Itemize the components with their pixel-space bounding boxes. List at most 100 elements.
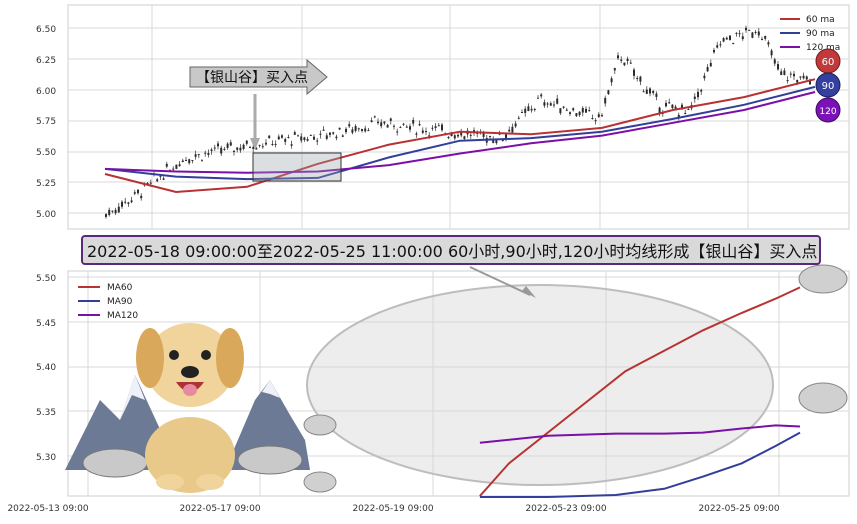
candle-body	[351, 129, 354, 133]
legend-label-ma90: MA90	[107, 297, 133, 307]
candle-body	[418, 123, 421, 126]
silver-ingot-icon	[82, 448, 148, 478]
candle-body	[601, 115, 603, 117]
candle-body	[156, 179, 159, 182]
top-grid	[68, 5, 849, 229]
candle-body	[610, 78, 613, 83]
candle-body	[293, 132, 296, 135]
candle-body	[556, 98, 559, 104]
top-legend: 60 ma 90 ma 120 ma	[780, 15, 840, 53]
candle-body	[252, 147, 255, 149]
candle-body	[569, 112, 571, 115]
candle-body	[652, 91, 655, 93]
top-y-tick: 5.75	[36, 117, 56, 127]
candle-body	[674, 106, 677, 109]
dog-paw-icon	[196, 474, 224, 490]
badge-90-label: 90	[822, 81, 835, 92]
candle-body	[645, 89, 648, 94]
candle-body	[373, 116, 376, 118]
candle-body	[265, 142, 267, 145]
candle-body	[501, 139, 504, 141]
x-tick: 2022-05-17 09:00	[179, 504, 260, 514]
candle-body	[773, 59, 776, 64]
candle-body	[716, 45, 719, 48]
candle-body	[636, 77, 639, 79]
candle-body	[447, 137, 450, 139]
candle-body	[559, 108, 562, 114]
dog-paw-icon	[156, 474, 184, 490]
x-tick: 2022-05-19 09:00	[352, 504, 433, 514]
candle-body	[191, 160, 194, 162]
candle-body	[300, 136, 303, 141]
decor-illustration	[65, 264, 848, 493]
candle-body	[754, 31, 757, 33]
candle-body	[741, 36, 744, 40]
legend-label-120: 120 ma	[806, 43, 840, 53]
candle-body	[121, 201, 123, 207]
top-y-tick: 5.00	[36, 210, 56, 220]
candle-body	[514, 123, 517, 127]
candle-body	[159, 175, 162, 177]
callout-pointer-head	[250, 138, 260, 150]
candle-body	[268, 135, 271, 139]
top-y-tick: 6.50	[36, 25, 56, 35]
candle-body	[245, 140, 248, 144]
candle-body	[725, 37, 728, 40]
candle-body	[613, 68, 616, 71]
candle-body	[780, 71, 783, 76]
candle-body	[415, 133, 418, 135]
ellipse-pointer	[469, 266, 531, 296]
candle-body	[537, 97, 539, 99]
badge-120-label: 120	[819, 107, 836, 117]
candle-body	[489, 136, 491, 138]
dog-body-icon	[145, 417, 235, 493]
candle-body	[709, 62, 712, 67]
bottom-y-tick: 5.50	[36, 274, 56, 284]
candle-body	[223, 148, 226, 150]
candle-body	[175, 164, 178, 169]
ma-line-ma120	[479, 424, 801, 444]
candle-body	[329, 132, 331, 135]
candle-body	[255, 148, 258, 150]
candle-body	[226, 143, 229, 148]
candle-body	[764, 35, 767, 39]
candle-body	[341, 135, 344, 137]
dog-tongue-icon	[183, 384, 197, 396]
legend-label-ma60: MA60	[107, 283, 133, 293]
candle-body	[511, 126, 514, 133]
candle-body	[687, 108, 690, 110]
candle-body	[729, 35, 731, 40]
candle-body	[297, 135, 299, 137]
candle-body	[562, 106, 565, 108]
candle-body	[633, 69, 635, 76]
candle-body	[194, 154, 197, 157]
candle-body	[735, 32, 738, 34]
candle-body	[249, 147, 251, 149]
candle-body	[204, 152, 207, 154]
candle-body	[553, 104, 555, 106]
legend-label-90: 90 ma	[806, 29, 835, 39]
candle-body	[332, 132, 335, 134]
candle-body	[303, 137, 306, 141]
candle-body	[453, 135, 456, 139]
candle-body	[751, 32, 754, 38]
candle-body	[505, 134, 507, 138]
candle-body	[316, 140, 319, 142]
candle-body	[604, 97, 607, 104]
candle-body	[313, 136, 315, 140]
silver-ingot-icon	[303, 471, 337, 493]
top-y-ticks: 6.50 6.25 6.00 5.75 5.50 5.25 5.00	[36, 25, 56, 220]
candle-body	[572, 108, 575, 111]
candle-body	[271, 143, 274, 145]
candle-body	[783, 70, 786, 75]
candle-body	[495, 139, 498, 144]
silver-ingot-icon	[798, 264, 848, 294]
candle-body	[277, 136, 280, 140]
ellipse-pointer-head	[522, 286, 536, 298]
bottom-y-tick: 5.45	[36, 319, 56, 329]
badge-60-label: 60	[822, 57, 835, 68]
candle-body	[133, 192, 136, 194]
top-plot-frame	[67, 4, 850, 230]
top-y-tick: 5.25	[36, 179, 56, 189]
